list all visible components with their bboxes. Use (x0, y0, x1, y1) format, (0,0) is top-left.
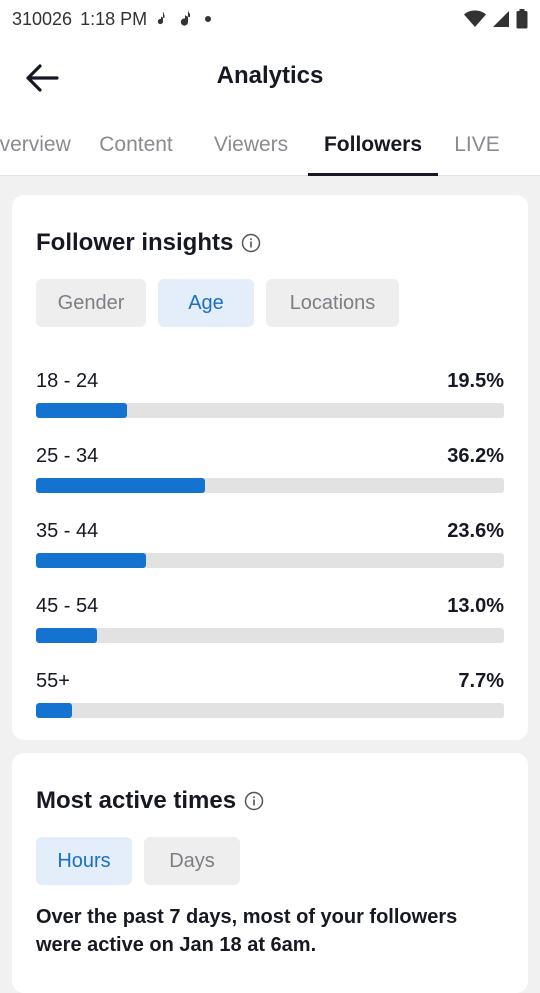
tiktok-note-small-icon (155, 11, 169, 27)
age-range-label: 35 - 44 (36, 520, 99, 542)
age-range-label: 18 - 24 (36, 370, 99, 392)
age-progress-fill (36, 703, 73, 718)
most-active-times-card: Most active times Hours Days Over the pa… (12, 753, 528, 993)
age-percent-value: 13.0% (447, 595, 504, 617)
age-percent-value: 36.2% (447, 445, 504, 467)
status-bar: 310026 1:18 PM (0, 0, 540, 38)
filter-locations[interactable]: Locations (266, 279, 399, 327)
age-progress-fill (36, 403, 128, 418)
tab-viewers[interactable]: Viewers (213, 132, 289, 156)
age-row: 45 - 54 13.0% (36, 595, 504, 655)
most-active-times-title: Most active times (36, 787, 264, 815)
status-time: 1:18 PM (80, 8, 148, 29)
age-progress-fill (36, 628, 97, 643)
follower-insights-title: Follower insights (36, 229, 261, 257)
age-row: 55+ 7.7% (36, 670, 504, 730)
age-percent-value: 23.6% (447, 520, 504, 542)
age-progress-track (36, 478, 504, 493)
most-active-times-title-text: Most active times (36, 787, 237, 814)
age-progress-fill (36, 553, 147, 568)
back-button[interactable] (24, 60, 60, 96)
top-app-bar: Analytics (0, 38, 540, 114)
tiktok-note-icon (177, 8, 197, 30)
age-range-label: 55+ (36, 670, 70, 692)
filter-days[interactable]: Days (144, 837, 240, 885)
age-progress-fill (36, 478, 206, 493)
analytics-tabs: Overview Content Viewers Followers LIVE (0, 114, 540, 176)
age-progress-track (36, 628, 504, 643)
signal-icon (492, 10, 510, 28)
age-progress-track (36, 553, 504, 568)
age-percent-value: 7.7% (458, 670, 504, 692)
wifi-icon (464, 10, 486, 28)
battery-icon (516, 9, 528, 29)
dot-icon (205, 16, 212, 22)
follower-insights-card: Follower insights Gender Age Locations 1… (12, 195, 528, 740)
filter-age[interactable]: Age (158, 279, 254, 327)
age-row: 25 - 34 36.2% (36, 445, 504, 505)
age-range-label: 25 - 34 (36, 445, 99, 467)
age-progress-track (36, 403, 504, 418)
tab-live[interactable]: LIVE (454, 132, 500, 156)
status-id-text: 310026 (12, 8, 73, 29)
age-row: 18 - 24 19.5% (36, 370, 504, 430)
filter-gender[interactable]: Gender (36, 279, 146, 327)
age-percent-value: 19.5% (447, 370, 504, 392)
follower-insights-title-text: Follower insights (36, 229, 234, 256)
age-range-label: 45 - 54 (36, 595, 99, 617)
filter-hours[interactable]: Hours (36, 837, 132, 885)
tab-content[interactable]: Content (99, 132, 173, 156)
most-active-summary: Over the past 7 days, most of your follo… (36, 906, 458, 956)
page-title: Analytics (216, 62, 324, 89)
age-progress-track (36, 703, 504, 718)
arrow-left-icon (26, 64, 59, 92)
tab-followers[interactable]: Followers (308, 114, 438, 176)
info-icon[interactable] (244, 791, 264, 811)
tab-overview[interactable]: Overview (0, 132, 71, 156)
info-icon[interactable] (241, 233, 261, 253)
age-row: 35 - 44 23.6% (36, 520, 504, 580)
